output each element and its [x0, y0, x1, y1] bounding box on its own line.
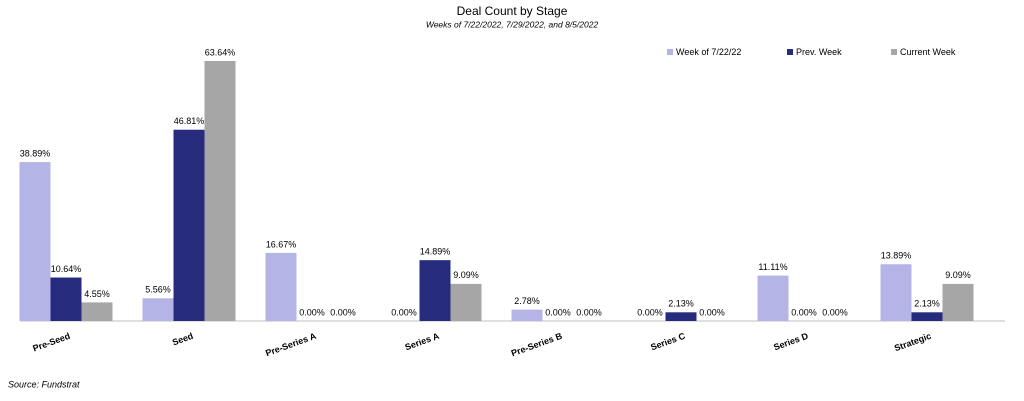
bar	[19, 162, 51, 321]
legend-swatch	[891, 49, 897, 55]
data-label: 10.64%	[51, 264, 82, 274]
bar	[942, 283, 974, 321]
data-label: 2.13%	[668, 299, 694, 309]
legend-label: Current Week	[900, 47, 956, 57]
bar	[880, 264, 912, 321]
bar	[50, 277, 82, 321]
data-label: 2.13%	[914, 299, 940, 309]
x-tick-label: Series A	[404, 331, 441, 353]
source: Source: Fundstrat	[8, 379, 80, 389]
data-label: 0.00%	[545, 307, 571, 317]
data-label: 0.00%	[391, 307, 417, 317]
x-tick-label: Strategic	[893, 331, 933, 354]
x-tick-label: Pre-Seed	[31, 331, 71, 354]
bar	[81, 302, 113, 321]
data-label: 9.09%	[453, 270, 479, 280]
data-label: 38.89%	[20, 148, 51, 158]
data-label: 46.81%	[174, 116, 205, 126]
bar	[173, 129, 205, 321]
legend-swatch	[787, 49, 793, 55]
data-label: 0.00%	[822, 307, 848, 317]
x-tick-label: Series D	[772, 331, 810, 353]
bar	[450, 283, 482, 321]
x-tick-label: Series C	[649, 331, 687, 353]
x-tick-label: Pre-Series A	[264, 331, 318, 359]
x-tick-label: Seed	[171, 331, 195, 348]
data-label: 63.64%	[205, 47, 236, 57]
bar	[142, 298, 174, 321]
data-label: 5.56%	[145, 285, 171, 295]
bar	[757, 275, 789, 321]
data-label: 0.00%	[637, 307, 663, 317]
data-label: 0.00%	[791, 307, 817, 317]
chart-subtitle: Weeks of 7/22/2022, 7/29/2022, and 8/5/2…	[426, 19, 599, 29]
data-label: 2.78%	[514, 296, 540, 306]
chart-title: Deal Count by Stage	[457, 4, 568, 18]
bar	[419, 260, 451, 321]
legend-label: Prev. Week	[796, 47, 842, 57]
bar	[511, 309, 543, 321]
x-tick-label: Pre-Series B	[510, 331, 564, 359]
data-label: 4.55%	[84, 289, 110, 299]
data-label: 9.09%	[945, 270, 971, 280]
bar	[665, 312, 697, 321]
data-label: 14.89%	[420, 247, 451, 257]
bar	[204, 60, 236, 322]
data-label: 11.11%	[758, 262, 787, 272]
data-label: 0.00%	[576, 307, 602, 317]
data-label: 0.00%	[699, 307, 725, 317]
data-label: 13.89%	[881, 251, 912, 261]
data-label: 16.67%	[266, 239, 297, 249]
bar	[265, 252, 297, 321]
data-label: 0.00%	[330, 307, 356, 317]
legend-swatch	[667, 49, 673, 55]
legend-label: Week of 7/22/22	[676, 47, 741, 57]
data-label: 0.00%	[299, 307, 325, 317]
bar	[911, 312, 943, 321]
